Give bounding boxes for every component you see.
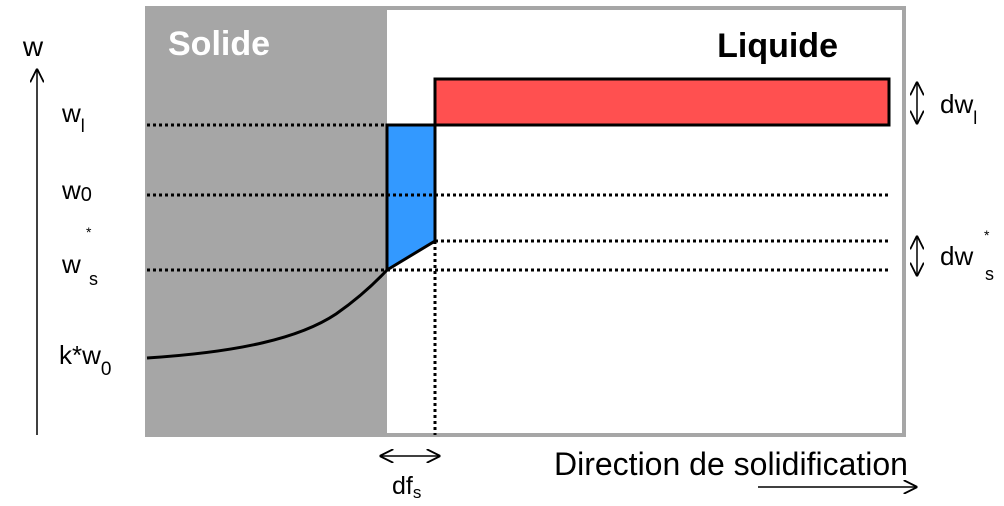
wl-label: wl	[61, 98, 85, 136]
kw0-label: k*w0	[59, 340, 111, 380]
liquid-label: Liquide	[717, 27, 838, 65]
solid-profile-curve	[146, 268, 389, 360]
y-axis-label: w	[22, 31, 44, 62]
dwl-label: dwl	[940, 89, 977, 128]
dfs-label: dfs	[392, 472, 421, 502]
w0-label: w0	[61, 175, 92, 206]
solid-label: Solide	[168, 25, 270, 63]
dws-label: dw* s	[940, 227, 994, 284]
ws-label: w* s	[61, 224, 98, 289]
solid-region	[147, 8, 387, 435]
level-lines	[147, 123, 889, 435]
solidification-direction-label: Direction de solidification	[554, 446, 908, 482]
liquid-increment-bar	[433, 77, 891, 127]
